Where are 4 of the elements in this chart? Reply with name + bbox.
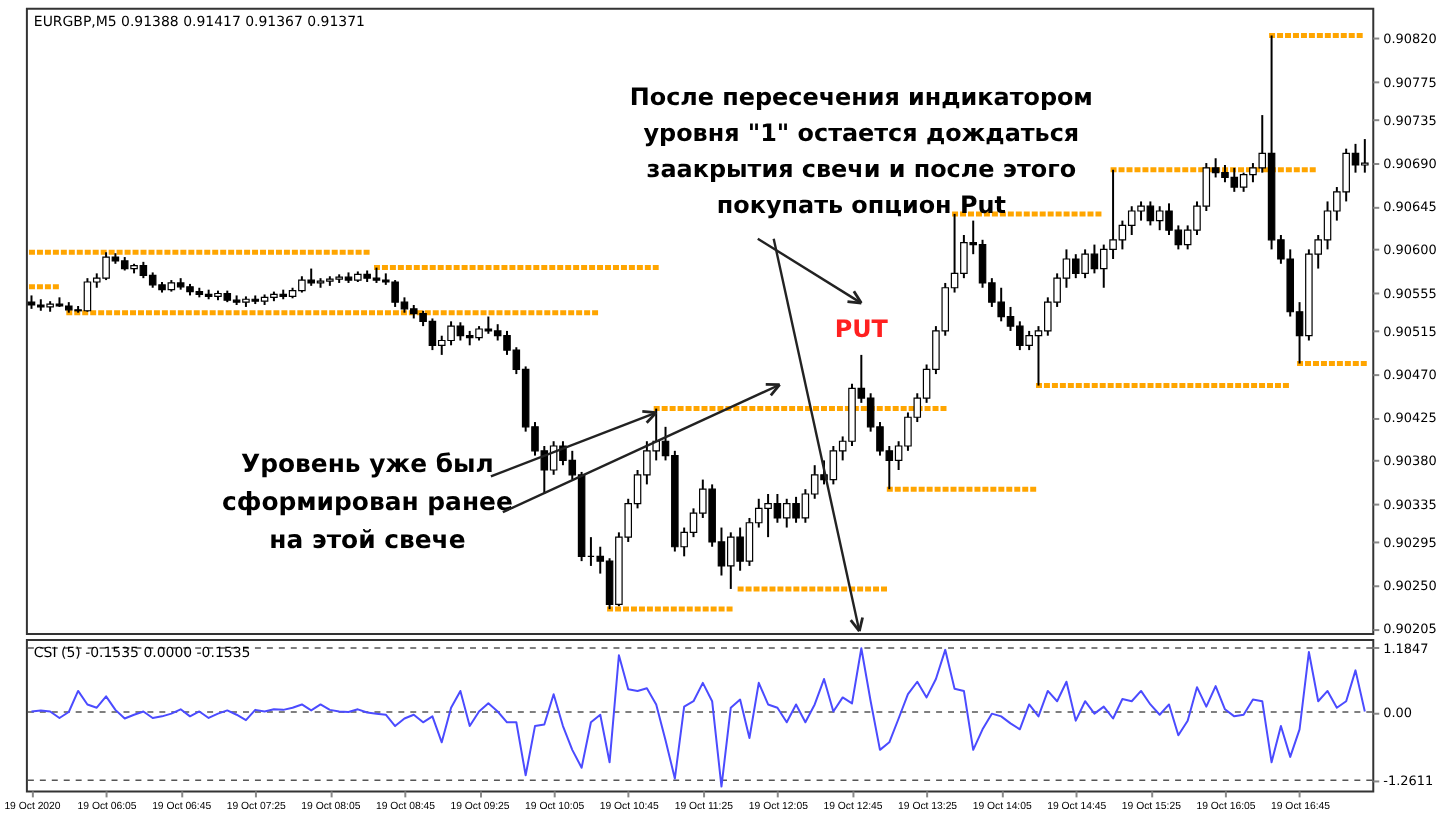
line-series — [30, 647, 1366, 788]
annotation: После пересечения индикатором уровня "1" остается дождаться заакрытия свечи и после этого покупать опцион Put — [629, 83, 1093, 219]
annotation: PUT — [834, 314, 890, 343]
annotation: Уровень уже был сформирован ранее на этой свече — [221, 448, 513, 555]
